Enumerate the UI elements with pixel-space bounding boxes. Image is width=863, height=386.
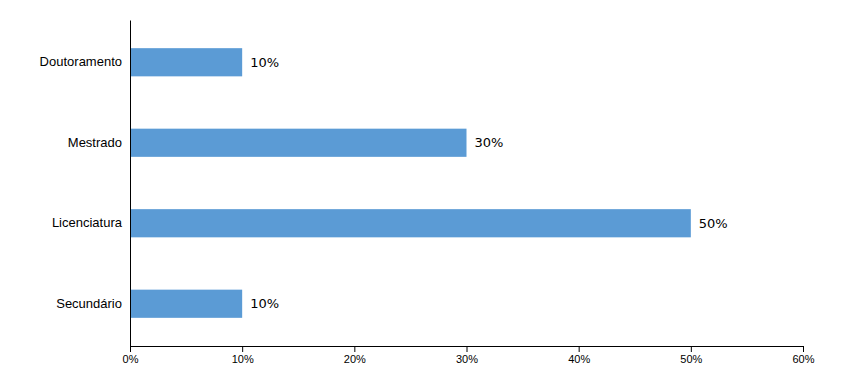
x-tick-label: 20% [344, 353, 366, 365]
y-axis: Secundário Licenciatura Mestrado Doutoramen… [40, 21, 131, 347]
y-tick-label: Secundário [56, 296, 122, 311]
x-tick-mark [354, 346, 355, 352]
x-tick-mark [467, 346, 468, 352]
x-tick-label: 50% [680, 353, 702, 365]
plot-area: 0% 10% 20% 30% 40% 50% 60% Secundário Licenciatu… [40, 21, 815, 365]
x-tick: 50% [680, 346, 702, 365]
y-tick-label: Doutoramento [40, 54, 122, 69]
data-label: 10% [250, 55, 279, 70]
x-tick: 0% [123, 346, 139, 365]
x-tick: 30% [456, 346, 478, 365]
y-tick: Licenciatura [52, 215, 123, 230]
x-tick-label: 30% [456, 353, 478, 365]
y-tick: Secundário [56, 296, 122, 311]
data-labels: 10% 50% 30% 10% [250, 55, 728, 311]
x-tick-label: 60% [792, 353, 814, 365]
x-tick: 10% [232, 346, 254, 365]
bar [130, 48, 242, 76]
x-axis: 0% 10% 20% 30% 40% 50% 60% [123, 346, 815, 365]
x-tick-mark [242, 346, 243, 352]
x-tick: 20% [344, 346, 366, 365]
x-tick-label: 40% [568, 353, 590, 365]
x-tick: 60% [792, 346, 814, 365]
y-tick: Mestrado [68, 135, 122, 150]
bar [130, 209, 691, 237]
y-tick-label: Licenciatura [52, 215, 123, 230]
x-tick-label: 0% [123, 353, 139, 365]
x-tick-label: 10% [232, 353, 254, 365]
data-label: 50% [699, 216, 728, 231]
bars [130, 48, 691, 318]
data-label: 30% [475, 135, 504, 150]
chart: 0% 10% 20% 30% 40% 50% 60% Secundário Licenciatu… [0, 0, 863, 386]
y-axis-line [130, 21, 131, 347]
data-label: 10% [250, 296, 279, 311]
bar [130, 290, 242, 318]
x-tick-mark [130, 346, 131, 352]
x-tick-mark [803, 346, 804, 352]
bar [130, 129, 467, 157]
x-tick: 40% [568, 346, 590, 365]
x-tick-mark [691, 346, 692, 352]
y-tick: Doutoramento [40, 54, 122, 69]
x-tick-mark [579, 346, 580, 352]
y-tick-label: Mestrado [68, 135, 122, 150]
